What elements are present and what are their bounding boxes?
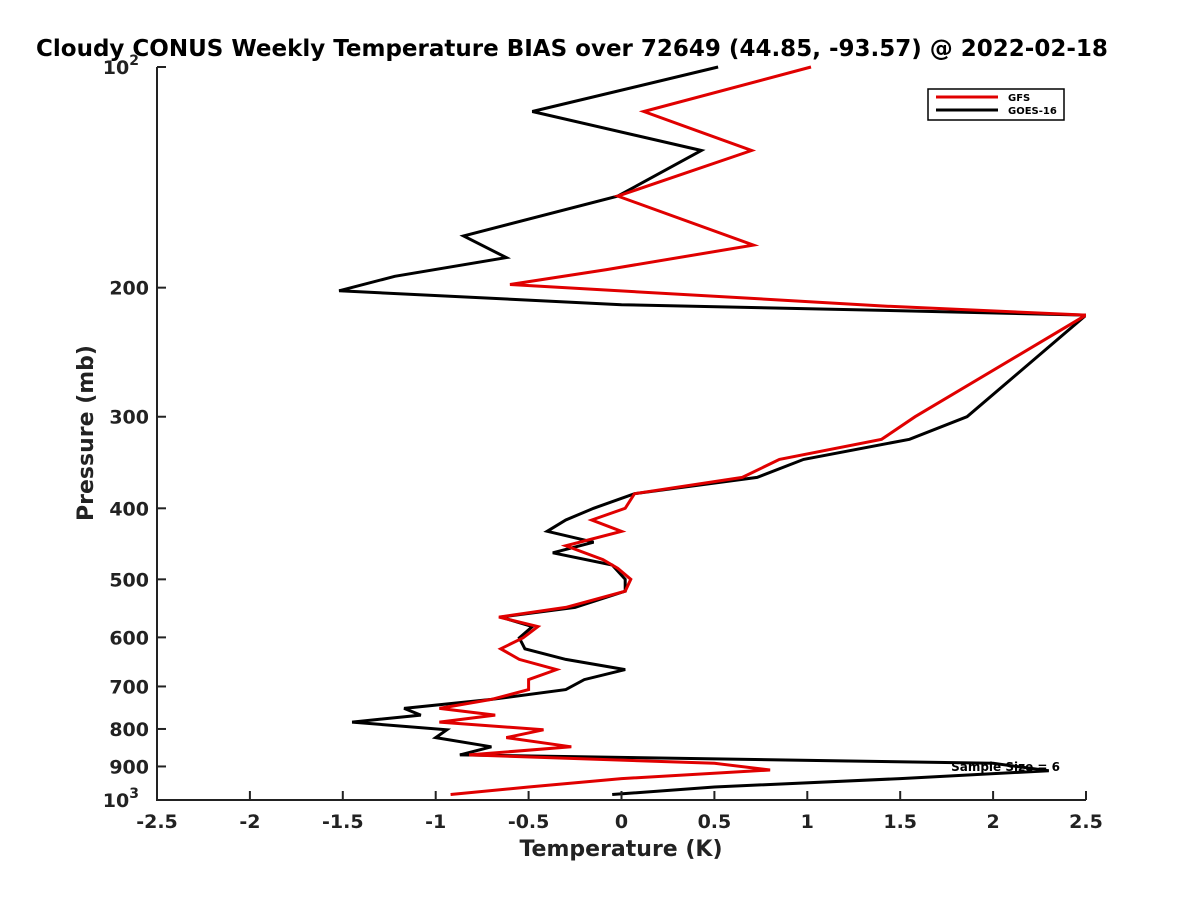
axes-frame <box>156 67 1086 801</box>
y-tick-base: 800 <box>109 719 149 741</box>
y-tick-label: 300 <box>109 407 149 429</box>
y-tick-base: 900 <box>109 756 149 778</box>
legend-box <box>927 88 1065 121</box>
y-tick-base: 500 <box>109 569 149 591</box>
x-tick-label: 2 <box>986 811 999 833</box>
legend: GFS GOES-16 <box>927 88 1065 121</box>
y-tick-base: 300 <box>109 407 149 429</box>
x-tick-label: -2.5 <box>136 811 178 833</box>
y-tick-label: 900 <box>109 756 149 778</box>
chart-title: Cloudy CONUS Weekly Temperature BIAS ove… <box>36 36 1108 62</box>
y-tick-label: 102 <box>103 53 139 79</box>
x-tick-label: 2.5 <box>1069 811 1103 833</box>
legend-label: GFS <box>1008 93 1030 104</box>
x-tick-label: 0.5 <box>698 811 732 833</box>
y-tick-label: 103 <box>103 786 139 812</box>
y-tick-base: 400 <box>109 498 149 520</box>
y-tick-base: 10 <box>103 790 129 812</box>
y-tick-label: 400 <box>109 498 149 520</box>
y-axis-label: Pressure (mb) <box>74 345 99 521</box>
y-tick-exponent: 3 <box>129 786 139 802</box>
y-tick-label: 500 <box>109 569 149 591</box>
series-line-gfs <box>439 65 1086 796</box>
plot-area <box>338 65 1087 796</box>
y-tick-label: 800 <box>109 719 149 741</box>
x-tick-label: 1 <box>801 811 814 833</box>
x-axis-label: Temperature (K) <box>519 837 722 862</box>
x-tick-label: -1.5 <box>322 811 364 833</box>
y-tick-label: 700 <box>109 676 149 698</box>
y-tick-base: 700 <box>109 676 149 698</box>
y-tick-base: 600 <box>109 627 149 649</box>
x-tick-label: -0.5 <box>508 811 550 833</box>
x-tick-label: -1 <box>425 811 446 833</box>
y-tick-base: 200 <box>109 278 149 300</box>
x-tick-label: 0 <box>615 811 628 833</box>
y-tick-exponent: 2 <box>129 53 139 69</box>
y-tick-label: 200 <box>109 278 149 300</box>
sample-size-annotation: Sample Size = 6 <box>951 760 1060 774</box>
y-tick-base: 10 <box>103 57 129 79</box>
series-line-goes-16 <box>338 65 1086 796</box>
y-tick-label: 600 <box>109 627 149 649</box>
x-tick-label: 1.5 <box>883 811 917 833</box>
axes: -2.5 -2 -1.5 -1 -0.5 0 0.5 1 1.5 2 2.5102200300400… <box>103 53 1103 833</box>
x-tick-label: -2 <box>239 811 260 833</box>
legend-label: GOES-16 <box>1008 106 1057 117</box>
